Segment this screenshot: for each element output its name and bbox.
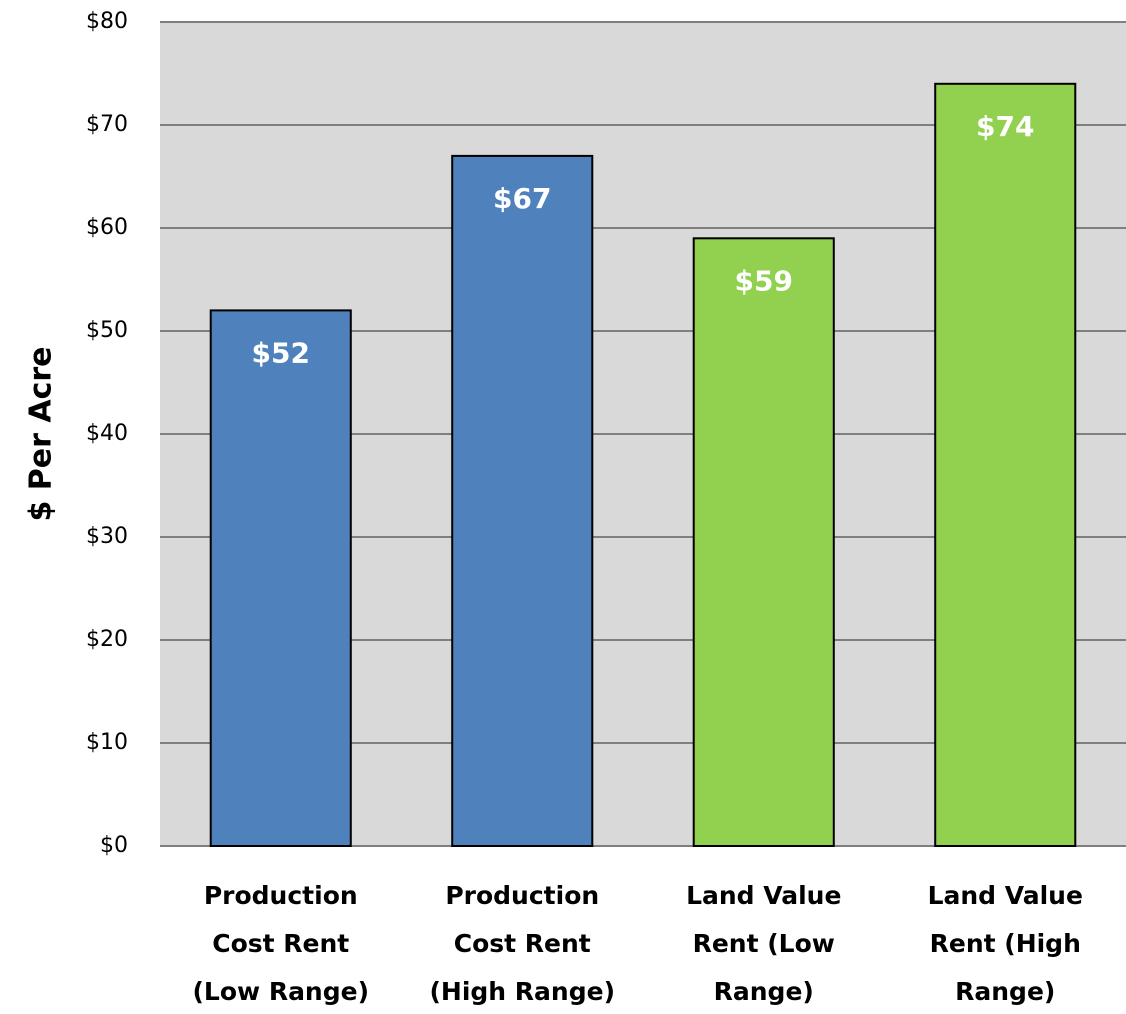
y-tick-label: $30 xyxy=(86,524,128,549)
x-tick-label: Land Value Rent (High Range) xyxy=(928,881,1083,1006)
y-tick-label: $70 xyxy=(86,112,128,137)
y-tick-label: $80 xyxy=(86,9,128,34)
bar xyxy=(692,237,835,848)
y-tick-label: $60 xyxy=(86,215,128,240)
bar xyxy=(451,154,594,847)
y-tick-label: $10 xyxy=(86,730,128,755)
data-label: $52 xyxy=(252,336,310,369)
data-label: $59 xyxy=(735,264,793,297)
y-tick-label: $0 xyxy=(100,833,128,858)
y-tick-label: $50 xyxy=(86,318,128,343)
bar xyxy=(934,82,1077,848)
y-tick-label: $40 xyxy=(86,421,128,446)
bar xyxy=(209,309,352,847)
x-tick-label: Production Cost Rent (High Range) xyxy=(429,881,615,1006)
y-axis-label: $ Per Acre xyxy=(24,346,59,521)
data-label: $67 xyxy=(493,182,551,215)
y-tick-label: $20 xyxy=(86,627,128,652)
x-tick-label: Land Value Rent (Low Range) xyxy=(686,881,841,1006)
data-label: $74 xyxy=(976,110,1034,143)
x-tick-label: Production Cost Rent (Low Range) xyxy=(192,881,369,1006)
